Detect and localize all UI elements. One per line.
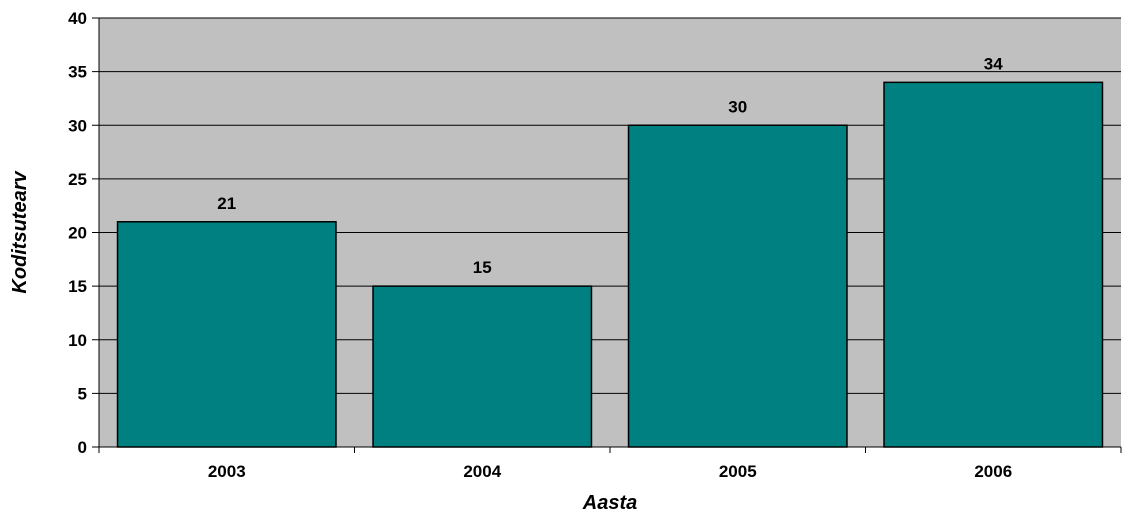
y-tick-label: 0 [78, 438, 87, 457]
data-labels: 21 15 30 34 [217, 54, 1003, 277]
bar-2003 [116, 221, 337, 448]
x-axis-title: Aasta [582, 492, 637, 514]
bar-2005 [627, 124, 848, 448]
bar-2006 [883, 81, 1104, 448]
data-label-2006: 34 [984, 54, 1003, 73]
bars [116, 81, 1104, 448]
y-tick-label: 30 [68, 116, 87, 135]
y-tick-label: 35 [68, 63, 87, 82]
y-tick-label: 40 [68, 9, 87, 28]
y-tick-label: 5 [78, 384, 87, 403]
x-tick-label: 2004 [463, 462, 501, 481]
y-tick-label: 15 [68, 277, 87, 296]
data-label-2004: 15 [473, 258, 492, 277]
x-tick-label: 2005 [719, 462, 757, 481]
data-label-2003: 21 [217, 194, 236, 213]
bar-2004 [372, 285, 593, 448]
data-label-2005: 30 [728, 97, 747, 116]
y-tick-label: 10 [68, 331, 87, 350]
y-tick-label: 20 [68, 224, 87, 243]
x-tick-label: 2006 [974, 462, 1012, 481]
y-tick-label: 25 [68, 170, 87, 189]
y-axis-title: Koditsutearv [9, 170, 31, 294]
axes: 0 5 10 15 20 25 30 35 40 2003 2004 2005 2006 [68, 9, 1122, 481]
x-tick-label: 2003 [208, 462, 246, 481]
